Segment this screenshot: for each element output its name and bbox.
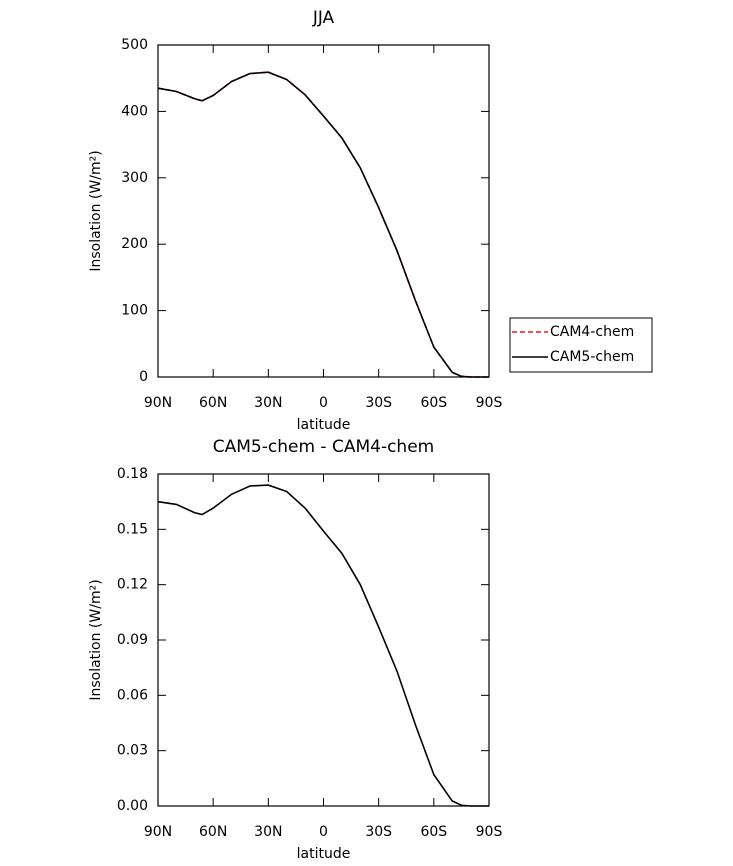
chart-title: JJA bbox=[312, 8, 335, 28]
legend-box bbox=[509, 317, 653, 373]
y-tick-label: 0.09 bbox=[117, 632, 148, 648]
y-axis-label: Insolation (W/m²) bbox=[88, 150, 104, 271]
y-tick-label: 0.06 bbox=[117, 687, 148, 703]
plot-frame bbox=[157, 473, 490, 807]
y-tick-label: 0.12 bbox=[117, 577, 148, 593]
y-tick-label: 200 bbox=[121, 236, 148, 252]
x-tick-label: 30N bbox=[254, 824, 282, 840]
plot-frame bbox=[157, 44, 490, 378]
data-line bbox=[157, 71, 489, 378]
x-tick-label: 90S bbox=[476, 395, 503, 411]
x-tick-label: 0 bbox=[319, 395, 328, 411]
x-tick-label: 90N bbox=[144, 395, 172, 411]
y-tick-label: 0 bbox=[139, 369, 148, 385]
x-tick-label: 30S bbox=[365, 395, 392, 411]
x-tick-label: 90N bbox=[144, 824, 172, 840]
y-tick-label: 400 bbox=[121, 103, 148, 119]
y-tick-label: 500 bbox=[121, 37, 148, 53]
data-line bbox=[157, 484, 489, 807]
x-axis-label: latitude bbox=[297, 846, 351, 862]
x-tick-label: 30S bbox=[365, 824, 392, 840]
x-tick-label: 60N bbox=[199, 395, 227, 411]
chart-title: CAM5-chem - CAM4-chem bbox=[213, 437, 434, 457]
x-axis-label: latitude bbox=[297, 417, 351, 433]
x-tick-label: 60S bbox=[420, 824, 447, 840]
data-line bbox=[157, 71, 489, 378]
y-tick-label: 0.15 bbox=[117, 521, 148, 537]
y-tick-label: 0.03 bbox=[117, 743, 148, 759]
legend-label: CAM5-chem bbox=[550, 349, 634, 365]
x-tick-label: 60S bbox=[420, 395, 447, 411]
legend-label: CAM4-chem bbox=[550, 324, 634, 340]
y-tick-label: 300 bbox=[121, 170, 148, 186]
x-tick-label: 60N bbox=[199, 824, 227, 840]
x-tick-label: 30N bbox=[254, 395, 282, 411]
y-tick-label: 0.18 bbox=[117, 466, 148, 482]
y-axis-label: Insolation (W/m²) bbox=[88, 579, 104, 700]
x-tick-label: 0 bbox=[319, 824, 328, 840]
y-tick-label: 0.00 bbox=[117, 798, 148, 814]
x-tick-label: 90S bbox=[476, 824, 503, 840]
y-tick-label: 100 bbox=[121, 303, 148, 319]
